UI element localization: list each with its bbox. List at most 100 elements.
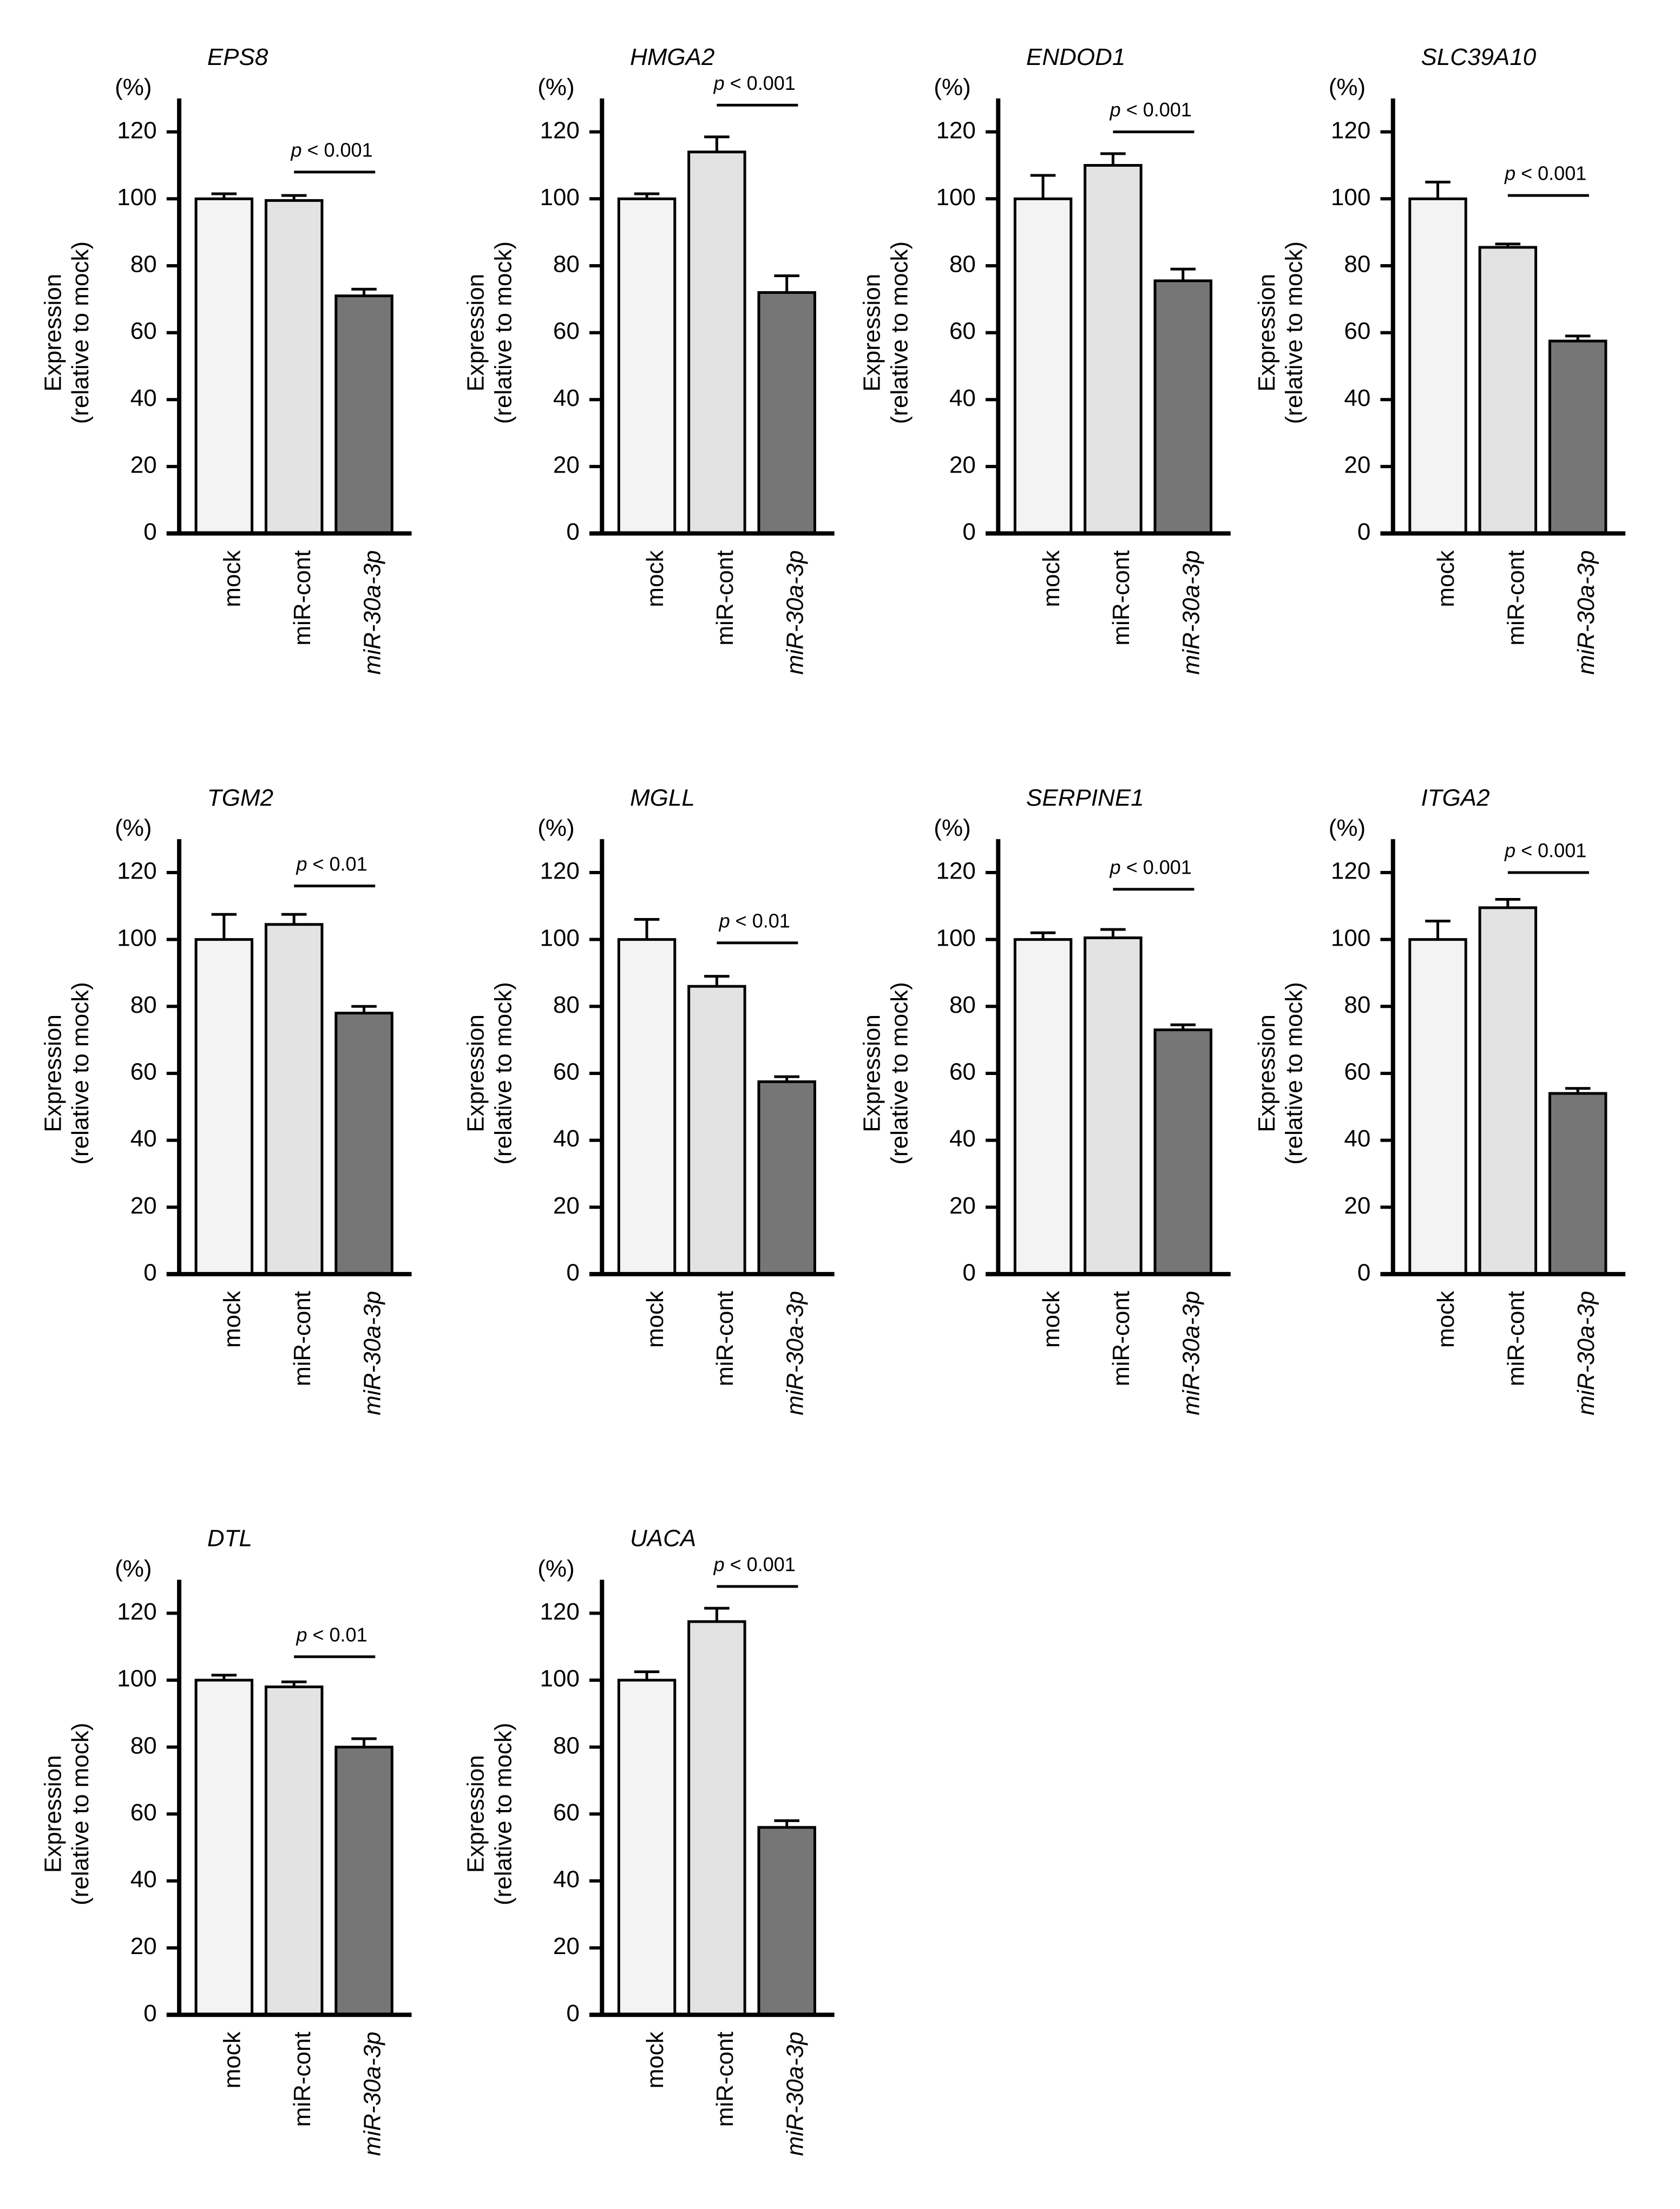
y-tick-label: 100 [936, 925, 975, 951]
y-axis-label-line1: Expression [463, 1014, 489, 1132]
y-tick-label: 20 [130, 1192, 157, 1219]
category-label: miR-cont [712, 2031, 738, 2127]
y-tick-label: 100 [117, 925, 156, 951]
significance-p: p [296, 1623, 307, 1646]
significance-label: p < 0.01 [296, 853, 367, 875]
bar-mir-cont [1478, 906, 1538, 1276]
y-tick-label: 60 [130, 1799, 157, 1826]
y-tick-label: 40 [130, 1866, 157, 1893]
y-tick-label: 100 [936, 184, 975, 211]
bar-mock [194, 938, 254, 1276]
y-tick-label: 80 [949, 992, 976, 1018]
y-axis-label: Expression(relative to mock) [40, 982, 94, 1164]
category-label: mock [642, 2031, 668, 2088]
bar-mock [617, 938, 677, 1276]
bar-mock [1408, 197, 1467, 535]
category-label: miR-cont [1503, 550, 1530, 646]
bar-mir-30a-3p [1548, 1092, 1607, 1276]
significance-label: p < 0.001 [713, 72, 796, 94]
bar-mir-cont [264, 199, 324, 535]
significance-p: p [1110, 99, 1121, 121]
y-tick-label: 20 [553, 1192, 580, 1219]
chart-panel-slc39a10: SLC39A10 (%) Expression(relative to mock) 0… [1254, 44, 1626, 675]
chart-title: TGM2 [207, 784, 273, 811]
significance-value: < 0.001 [301, 139, 372, 161]
y-unit-label: (%) [115, 815, 152, 841]
y-tick-label: 20 [949, 1192, 976, 1219]
y-unit-label: (%) [934, 74, 970, 101]
bar-mock [617, 1679, 677, 2016]
y-tick-label: 0 [566, 519, 579, 545]
y-axis-label-line2: (relative to mock) [1281, 982, 1308, 1164]
y-tick-label: 20 [1344, 452, 1370, 478]
y-tick-label: 120 [117, 1598, 156, 1625]
category-label: miR-cont [712, 1291, 738, 1386]
category-label: miR-cont [289, 1291, 316, 1386]
y-tick-label: 20 [949, 452, 976, 478]
y-tick-label: 40 [1344, 1125, 1370, 1152]
y-tick-label: 20 [1344, 1192, 1370, 1219]
y-tick-label: 20 [553, 452, 580, 478]
category-label: miR-30a-3p [782, 550, 808, 675]
y-axis-label-line2: (relative to mock) [490, 1723, 516, 1905]
y-unit-label: (%) [1329, 74, 1366, 101]
y-axis-label-line1: Expression [859, 274, 885, 392]
chart-panel-hmga2: HMGA2 (%) Expression(relative to mock) 0 20 4… [463, 44, 835, 674]
significance-label: p < 0.01 [296, 1623, 367, 1646]
category-label: mock [219, 1290, 246, 1348]
significance-label: p < 0.001 [1504, 840, 1586, 862]
y-tick-label: 0 [143, 519, 156, 545]
y-axis-label-line2: (relative to mock) [67, 1723, 94, 1905]
y-axis-label-line2: (relative to mock) [886, 982, 913, 1164]
chart-panel-tgm2: TGM2 (%) Expression(relative to mock) 0 20 40… [40, 784, 412, 1415]
significance-label: p < 0.01 [719, 909, 790, 932]
y-unit-label: (%) [537, 815, 574, 841]
y-axis-label-line2: (relative to mock) [67, 982, 94, 1164]
category-label: miR-30a-3p [359, 2031, 385, 2156]
y-axis-label: Expression(relative to mock) [1254, 982, 1308, 1164]
y-axis-label: Expression(relative to mock) [1254, 241, 1308, 424]
category-label: miR-cont [289, 2031, 316, 2127]
chart-panel-mgll: MGLL (%) Expression(relative to mock) 0 20 40… [463, 784, 835, 1415]
significance-value: < 0.001 [1121, 856, 1192, 878]
y-tick-label: 80 [553, 992, 580, 1018]
y-tick-label: 60 [553, 318, 580, 344]
y-tick-label: 80 [130, 1732, 157, 1759]
y-tick-label: 120 [540, 117, 579, 143]
category-label: miR-30a-3p [359, 550, 385, 675]
y-tick-label: 40 [553, 385, 580, 411]
y-tick-label: 40 [949, 1125, 976, 1152]
bar-mir-30a-3p [334, 1746, 393, 2016]
y-tick-label: 100 [1331, 184, 1370, 211]
chart-panel-serpine1: SERPINE1 (%) Expression(relative to mock) 0… [859, 784, 1231, 1415]
bar-mir-cont [1084, 936, 1143, 1276]
y-tick-label: 120 [936, 858, 975, 884]
y-tick-label: 100 [117, 184, 156, 211]
y-tick-label: 20 [130, 1933, 157, 1959]
y-tick-label: 0 [1357, 519, 1370, 545]
significance-p: p [296, 853, 307, 875]
y-axis-label-line1: Expression [463, 274, 489, 392]
y-tick-label: 80 [949, 251, 976, 278]
bar-mir-cont [687, 1620, 746, 2016]
chart-title: SERPINE1 [1026, 784, 1144, 811]
category-label: miR-cont [289, 550, 316, 646]
bar-mir-cont [687, 150, 746, 535]
y-unit-label: (%) [537, 1555, 574, 1582]
y-tick-label: 20 [553, 1933, 580, 1959]
y-unit-label: (%) [537, 74, 574, 101]
significance-value: < 0.001 [725, 1553, 796, 1575]
y-tick-label: 60 [1344, 318, 1370, 344]
y-tick-label: 40 [130, 385, 157, 411]
y-tick-label: 120 [117, 117, 156, 143]
y-tick-label: 60 [130, 318, 157, 344]
y-axis-label-line2: (relative to mock) [1281, 241, 1308, 424]
y-tick-label: 100 [117, 1666, 156, 1692]
y-axis-label: Expression(relative to mock) [463, 241, 517, 424]
bar-mir-30a-3p [334, 294, 393, 535]
category-label: mock [1433, 1290, 1459, 1348]
category-label: mock [642, 550, 668, 607]
y-axis-label-line2: (relative to mock) [67, 241, 94, 424]
category-label: miR-30a-3p [1573, 550, 1599, 675]
